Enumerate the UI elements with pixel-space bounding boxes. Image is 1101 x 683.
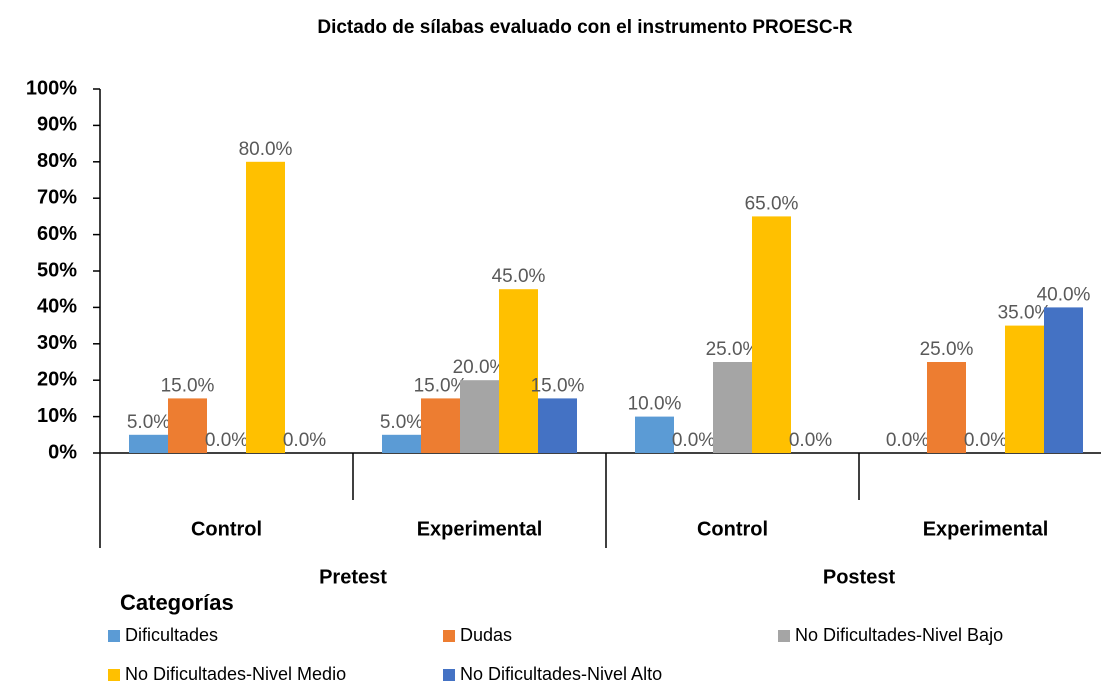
y-tick-label: 70%: [37, 186, 77, 208]
legend-label: No Dificultades-Nivel Bajo: [795, 625, 1003, 645]
bar: [460, 380, 499, 453]
legend-swatch: [443, 630, 455, 642]
y-tick-label: 0%: [48, 441, 77, 463]
y-tick-label: 40%: [37, 296, 77, 318]
value-label: 10.0%: [628, 394, 682, 415]
group-label: Pretest: [319, 566, 387, 588]
bar: [752, 216, 791, 453]
legend-label: Dificultades: [125, 625, 218, 645]
bar: [129, 434, 168, 453]
legend-swatch: [778, 630, 790, 642]
legend-swatch: [108, 669, 120, 681]
value-label: 0.0%: [672, 430, 715, 451]
bar: [421, 398, 460, 453]
y-tick-label: 20%: [37, 368, 77, 390]
y-tick-label: 100%: [26, 77, 77, 99]
value-label: 0.0%: [205, 430, 248, 451]
value-label: 35.0%: [998, 303, 1052, 324]
x-tick-label: Experimental: [923, 518, 1049, 540]
y-tick-label: 50%: [37, 259, 77, 281]
bar: [635, 416, 674, 453]
legend-label: No Dificultades-Nivel Alto: [460, 664, 662, 683]
value-label: 25.0%: [920, 339, 974, 360]
bar: [499, 289, 538, 453]
x-tick-label: Experimental: [417, 518, 543, 540]
value-label: 0.0%: [886, 430, 929, 451]
chart-title: Dictado de sílabas evaluado con el instr…: [317, 17, 853, 38]
legend-label: Dudas: [460, 625, 512, 645]
value-label: 15.0%: [161, 375, 215, 396]
x-tick-label: Control: [697, 518, 768, 540]
value-label: 25.0%: [706, 339, 760, 360]
x-tick-label: Control: [191, 518, 262, 540]
value-label: 15.0%: [414, 375, 468, 396]
bar: [168, 398, 207, 453]
legend-swatch: [108, 630, 120, 642]
bar: [1044, 307, 1083, 453]
y-tick-label: 30%: [37, 332, 77, 354]
value-label: 5.0%: [380, 412, 423, 433]
value-label: 65.0%: [745, 193, 799, 214]
legend-swatch: [443, 669, 455, 681]
value-label: 20.0%: [453, 357, 507, 378]
value-label: 40.0%: [1037, 284, 1091, 305]
value-label: 15.0%: [531, 375, 585, 396]
y-tick-label: 90%: [37, 114, 77, 136]
group-label: Postest: [823, 566, 896, 588]
legend-title: Categorías: [120, 590, 234, 615]
bar: [246, 161, 285, 454]
bar: [1005, 325, 1044, 453]
bar: [927, 362, 966, 453]
y-tick-label: 80%: [37, 150, 77, 172]
bar: [382, 434, 421, 453]
value-label: 5.0%: [127, 412, 170, 433]
legend-label: No Dificultades-Nivel Medio: [125, 664, 346, 683]
y-tick-label: 60%: [37, 223, 77, 245]
value-label: 0.0%: [964, 430, 1007, 451]
value-label: 45.0%: [492, 266, 546, 287]
value-label: 0.0%: [283, 430, 326, 451]
value-label: 80.0%: [239, 139, 293, 160]
bar: [538, 398, 577, 453]
y-tick-label: 10%: [37, 405, 77, 427]
value-label: 0.0%: [789, 430, 832, 451]
bar: [713, 362, 752, 453]
